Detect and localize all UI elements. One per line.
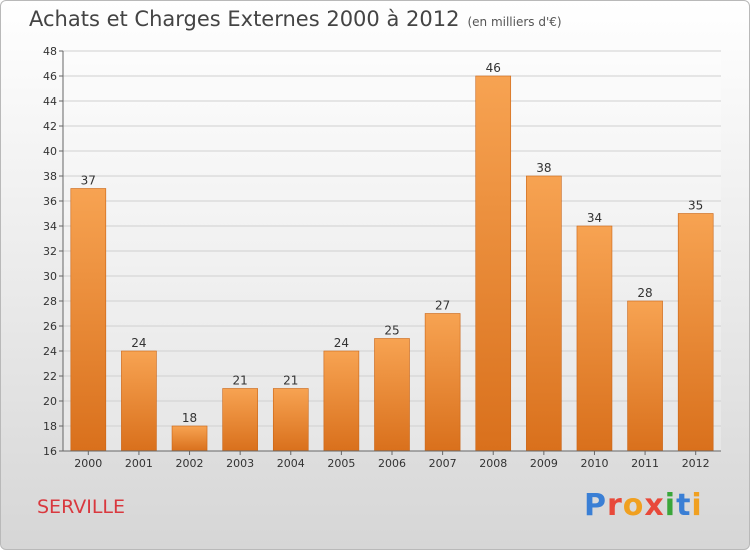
logo-letter: t xyxy=(676,488,692,523)
bar[interactable] xyxy=(171,425,208,452)
proxiti-logo[interactable]: Proxiti xyxy=(584,488,703,523)
bar[interactable] xyxy=(272,388,309,452)
x-tick-label: 2010 xyxy=(580,457,608,470)
bar[interactable] xyxy=(576,225,613,452)
y-tick-label: 38 xyxy=(43,170,57,183)
y-tick-label: 20 xyxy=(43,395,57,408)
x-tick-label: 2004 xyxy=(277,457,305,470)
y-tick-label: 30 xyxy=(43,270,57,283)
chart-subtitle: (en milliers d'€) xyxy=(467,15,562,29)
y-tick-label: 28 xyxy=(43,295,57,308)
x-tick-label: 2005 xyxy=(327,457,355,470)
logo-letter: r xyxy=(607,488,623,523)
y-tick-label: 48 xyxy=(43,45,57,58)
bar[interactable] xyxy=(677,213,714,452)
bar-value-label: 24 xyxy=(334,336,349,350)
x-tick-label: 2008 xyxy=(479,457,507,470)
bar-value-label: 25 xyxy=(384,324,399,338)
x-tick-label: 2000 xyxy=(74,457,102,470)
bar-value-label: 46 xyxy=(486,61,501,75)
x-tick-label: 2012 xyxy=(682,457,710,470)
chart-title: Achats et Charges Externes 2000 à 2012 (e… xyxy=(29,7,562,31)
bar[interactable] xyxy=(70,188,107,452)
bar-value-label: 28 xyxy=(637,286,652,300)
y-tick-label: 16 xyxy=(43,445,57,458)
bar-value-label: 21 xyxy=(283,374,298,388)
y-tick-label: 44 xyxy=(43,95,57,108)
y-tick-label: 18 xyxy=(43,420,57,433)
logo-letter: x xyxy=(644,488,665,523)
x-tick-label: 2001 xyxy=(125,457,153,470)
bar-value-label: 24 xyxy=(131,336,146,350)
y-tick-label: 24 xyxy=(43,345,57,358)
bar[interactable] xyxy=(627,300,663,452)
x-tick-label: 2006 xyxy=(378,457,406,470)
x-tick-label: 2007 xyxy=(429,457,457,470)
bar[interactable] xyxy=(475,75,512,452)
y-tick-label: 46 xyxy=(43,70,57,83)
x-tick-label: 2003 xyxy=(226,457,254,470)
bar-value-label: 27 xyxy=(435,299,450,313)
y-tick-label: 22 xyxy=(43,370,57,383)
logo-letter: o xyxy=(622,488,645,523)
y-tick-label: 36 xyxy=(43,195,57,208)
bar[interactable] xyxy=(424,313,461,452)
bar-value-label: 21 xyxy=(233,374,248,388)
bar-value-label: 34 xyxy=(587,211,602,225)
y-tick-label: 34 xyxy=(43,220,57,233)
bar-value-label: 18 xyxy=(182,411,197,425)
y-tick-label: 40 xyxy=(43,145,57,158)
y-tick-label: 42 xyxy=(43,120,57,133)
bar-value-label: 38 xyxy=(536,161,551,175)
bar[interactable] xyxy=(526,175,562,452)
bar[interactable] xyxy=(222,388,258,452)
y-tick-label: 26 xyxy=(43,320,57,333)
logo-letter: i xyxy=(691,488,703,523)
bar-value-label: 35 xyxy=(688,199,703,213)
y-tick-label: 32 xyxy=(43,245,57,258)
bar-value-label: 37 xyxy=(81,174,96,188)
logo-letter: P xyxy=(584,488,607,523)
logo-letter: i xyxy=(664,488,677,523)
commune-name: SERVILLE xyxy=(37,496,126,518)
x-tick-label: 2009 xyxy=(530,457,558,470)
chart-title-text: Achats et Charges Externes 2000 à 2012 xyxy=(29,7,460,31)
x-tick-label: 2011 xyxy=(631,457,659,470)
bar[interactable] xyxy=(121,350,157,452)
bar[interactable] xyxy=(374,338,410,452)
x-tick-label: 2002 xyxy=(176,457,204,470)
bar[interactable] xyxy=(323,350,360,452)
